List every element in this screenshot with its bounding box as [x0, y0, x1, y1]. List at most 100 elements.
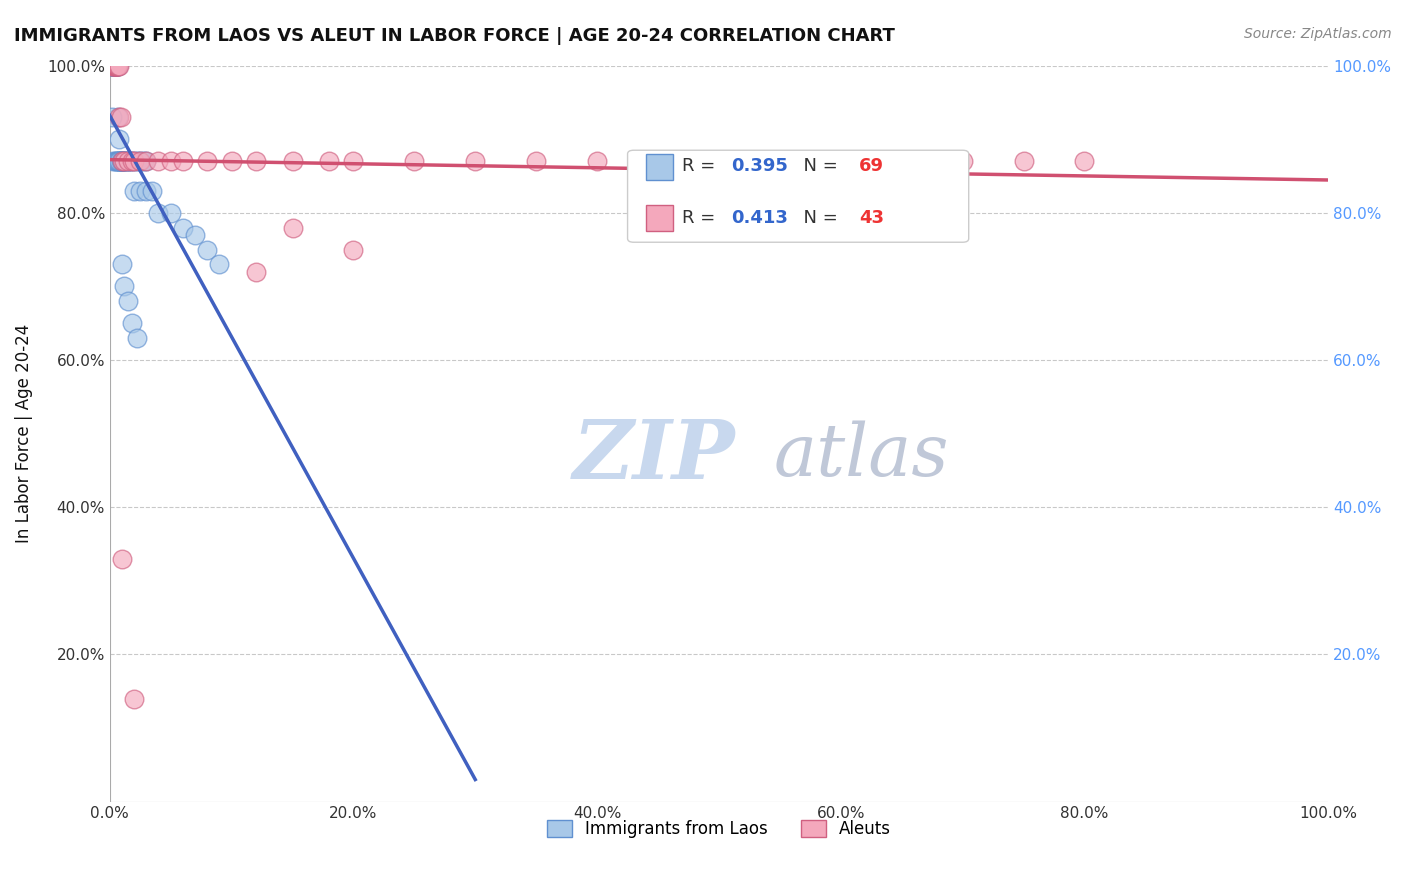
Immigrants from Laos	[141, 184, 163, 198]
Immigrants from Laos	[101, 59, 124, 73]
Aleuts	[830, 154, 852, 169]
Immigrants from Laos	[112, 154, 135, 169]
Immigrants from Laos	[111, 257, 134, 271]
Aleuts	[117, 154, 139, 169]
Immigrants from Laos	[104, 154, 127, 169]
Immigrants from Laos	[117, 294, 139, 309]
Immigrants from Laos	[159, 206, 181, 220]
Immigrants from Laos	[112, 154, 135, 169]
Aleuts	[122, 154, 145, 169]
Immigrants from Laos	[110, 154, 132, 169]
Immigrants from Laos	[103, 59, 125, 73]
Immigrants from Laos	[110, 154, 132, 169]
Aleuts	[1012, 154, 1035, 169]
Text: R =: R =	[682, 209, 721, 227]
Immigrants from Laos	[125, 154, 148, 169]
Aleuts	[586, 154, 609, 169]
Immigrants from Laos	[103, 154, 125, 169]
Immigrants from Laos	[104, 59, 127, 73]
Immigrants from Laos	[121, 154, 143, 169]
Immigrants from Laos	[129, 184, 152, 198]
Immigrants from Laos	[111, 154, 134, 169]
Aleuts	[107, 59, 129, 73]
Immigrants from Laos	[103, 59, 125, 73]
Immigrants from Laos	[118, 154, 141, 169]
Aleuts	[342, 154, 364, 169]
Immigrants from Laos	[121, 316, 143, 330]
Aleuts	[172, 154, 194, 169]
Aleuts	[104, 59, 127, 73]
Immigrants from Laos	[122, 154, 145, 169]
Immigrants from Laos	[108, 132, 131, 146]
Immigrants from Laos	[117, 154, 139, 169]
Aleuts	[111, 551, 134, 566]
Immigrants from Laos	[184, 227, 207, 242]
Immigrants from Laos	[135, 184, 157, 198]
Immigrants from Laos	[105, 59, 128, 73]
Text: IMMIGRANTS FROM LAOS VS ALEUT IN LABOR FORCE | AGE 20-24 CORRELATION CHART: IMMIGRANTS FROM LAOS VS ALEUT IN LABOR F…	[14, 27, 896, 45]
Aleuts	[707, 154, 730, 169]
Immigrants from Laos	[112, 154, 135, 169]
Aleuts	[110, 110, 132, 124]
Aleuts	[318, 154, 340, 169]
Immigrants from Laos	[103, 59, 125, 73]
Immigrants from Laos	[111, 154, 134, 169]
Aleuts	[104, 59, 127, 73]
Aleuts	[129, 154, 152, 169]
Aleuts	[281, 220, 304, 235]
Immigrants from Laos	[128, 154, 150, 169]
Immigrants from Laos	[107, 59, 129, 73]
Immigrants from Laos	[103, 59, 125, 73]
Aleuts	[159, 154, 181, 169]
Immigrants from Laos	[148, 206, 170, 220]
Immigrants from Laos	[172, 220, 194, 235]
Immigrants from Laos	[104, 59, 127, 73]
Immigrants from Laos	[120, 154, 142, 169]
Immigrants from Laos	[208, 257, 231, 271]
FancyBboxPatch shape	[645, 205, 672, 231]
Text: 0.413: 0.413	[731, 209, 787, 227]
Aleuts	[281, 154, 304, 169]
Aleuts	[105, 59, 128, 73]
Text: atlas: atlas	[773, 420, 949, 491]
Aleuts	[121, 154, 143, 169]
Immigrants from Laos	[111, 154, 134, 169]
Aleuts	[195, 154, 218, 169]
Immigrants from Laos	[101, 110, 124, 124]
Text: ZIP: ZIP	[572, 416, 735, 496]
FancyBboxPatch shape	[645, 154, 672, 179]
Immigrants from Laos	[104, 59, 127, 73]
Immigrants from Laos	[104, 59, 127, 73]
Immigrants from Laos	[104, 154, 127, 169]
Immigrants from Laos	[101, 59, 124, 73]
Aleuts	[122, 691, 145, 706]
Aleuts	[103, 59, 125, 73]
Aleuts	[103, 59, 125, 73]
Text: R =: R =	[682, 157, 721, 176]
Immigrants from Laos	[114, 154, 136, 169]
Aleuts	[135, 154, 157, 169]
Aleuts	[108, 59, 131, 73]
Immigrants from Laos	[107, 110, 129, 124]
Immigrants from Laos	[112, 154, 135, 169]
Text: N =: N =	[792, 209, 844, 227]
Immigrants from Laos	[195, 243, 218, 257]
Immigrants from Laos	[110, 154, 132, 169]
Aleuts	[245, 154, 267, 169]
Immigrants from Laos	[103, 59, 125, 73]
Aleuts	[111, 154, 134, 169]
Aleuts	[464, 154, 486, 169]
Immigrants from Laos	[101, 59, 124, 73]
Aleuts	[148, 154, 170, 169]
Immigrants from Laos	[115, 154, 138, 169]
Immigrants from Laos	[104, 59, 127, 73]
Immigrants from Laos	[104, 59, 127, 73]
FancyBboxPatch shape	[627, 150, 969, 243]
Text: 0.395: 0.395	[731, 157, 787, 176]
Aleuts	[524, 154, 547, 169]
Aleuts	[245, 265, 267, 279]
Aleuts	[952, 154, 974, 169]
Immigrants from Laos	[103, 59, 125, 73]
Immigrants from Laos	[105, 154, 128, 169]
Immigrants from Laos	[107, 59, 129, 73]
